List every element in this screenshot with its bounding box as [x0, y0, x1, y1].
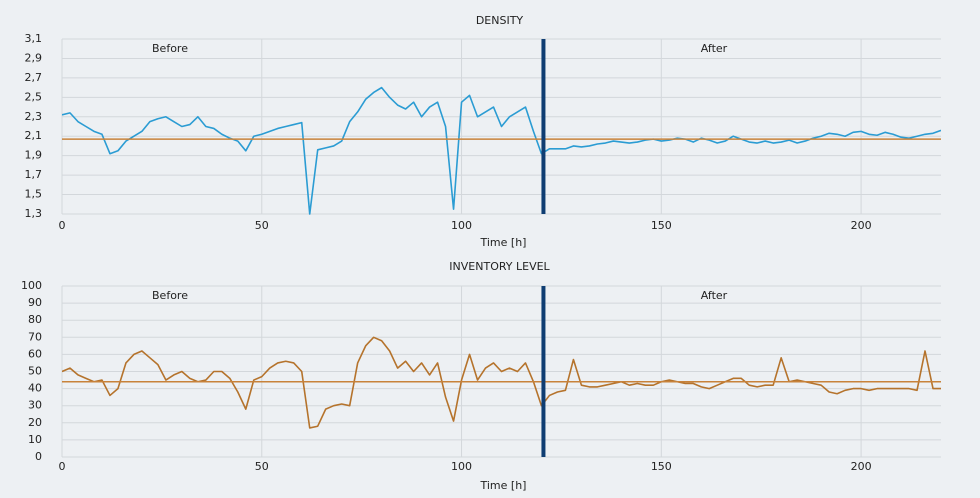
y-tick-label: 80 [28, 313, 42, 326]
x-tick-label: 150 [651, 460, 672, 473]
plot-area [62, 86, 941, 215]
data-line [62, 336, 941, 429]
y-tick-label: 50 [28, 365, 42, 378]
y-tick-label: 30 [28, 399, 42, 412]
x-axis-label: Time [h] [480, 479, 527, 492]
annotation: After [701, 289, 728, 302]
x-axis-label: Time [h] [480, 236, 527, 249]
plot-area [62, 336, 941, 429]
y-tick-label: 2,3 [25, 110, 43, 123]
y-tick-label: 2,7 [25, 71, 43, 84]
chart-title: INVENTORY LEVEL [449, 260, 550, 273]
chart-title: DENSITY [476, 14, 524, 27]
x-tick-label: 0 [59, 460, 66, 473]
y-tick-label: 1,7 [25, 168, 43, 181]
y-tick-label: 1,5 [25, 188, 43, 201]
y-tick-label: 2,1 [25, 129, 43, 142]
data-line [62, 86, 941, 215]
x-tick-label: 100 [451, 219, 472, 232]
y-tick-label: 20 [28, 416, 42, 429]
y-tick-label: 3,1 [25, 32, 43, 45]
y-tick-label: 2,9 [25, 51, 43, 64]
x-tick-label: 50 [255, 219, 269, 232]
y-tick-label: 60 [28, 347, 42, 360]
y-tick-label: 90 [28, 296, 42, 309]
x-tick-label: 200 [851, 219, 872, 232]
annotation: After [701, 42, 728, 55]
y-tick-label: 1,9 [25, 149, 43, 162]
annotation: Before [152, 289, 188, 302]
x-tick-label: 150 [651, 219, 672, 232]
x-tick-label: 50 [255, 460, 269, 473]
x-tick-label: 0 [59, 219, 66, 232]
y-tick-label: 70 [28, 330, 42, 343]
y-tick-label: 1,3 [25, 207, 43, 220]
x-tick-label: 200 [851, 460, 872, 473]
x-tick-label: 100 [451, 460, 472, 473]
y-tick-label: 10 [28, 433, 42, 446]
y-tick-label: 100 [21, 279, 42, 292]
y-tick-label: 2,5 [25, 90, 43, 103]
annotation: Before [152, 42, 188, 55]
y-tick-label: 40 [28, 382, 42, 395]
y-tick-label: 0 [35, 450, 42, 463]
